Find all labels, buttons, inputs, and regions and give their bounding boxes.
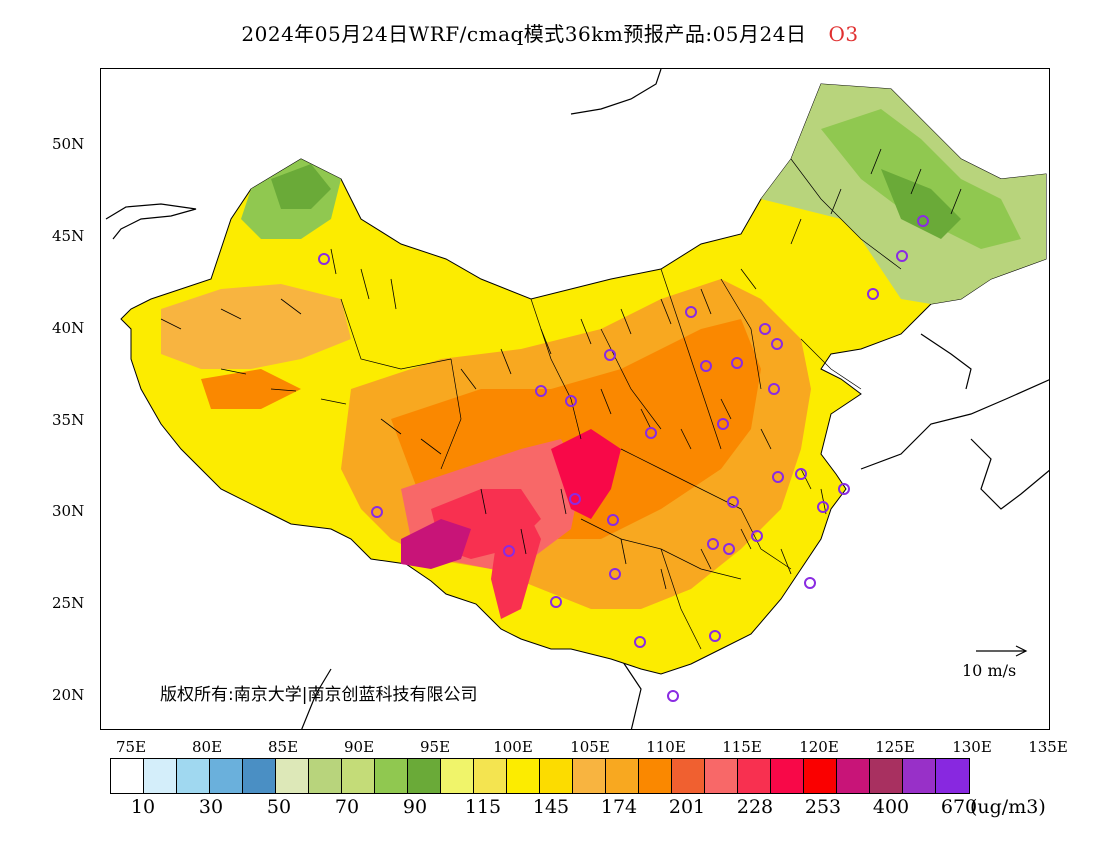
colorbar-label: 174 <box>600 796 638 818</box>
chart-title: 2024年05月24日WRF/cmaq模式36km预报产品:05月24日 O3 <box>0 18 1100 47</box>
title-main: 2024年05月24日WRF/cmaq模式36km预报产品:05月24日 <box>241 22 807 46</box>
colorbar-swatch: #90c850 <box>375 759 408 793</box>
colorbar-swatch: #fcdc00 <box>540 759 573 793</box>
lon-label-125e: 125E <box>875 738 915 756</box>
colorbar-swatch: #fa0000 <box>804 759 837 793</box>
colorbar-swatch: #a0d8f0 <box>177 759 210 793</box>
colorbar-label: 253 <box>804 796 842 818</box>
lon-label-120e: 120E <box>799 738 839 756</box>
colorbar-swatch: #8828e0 <box>936 759 969 793</box>
lon-label-100e: 100E <box>493 738 533 756</box>
title-species: O3 <box>828 22 859 46</box>
map-canvas <box>105 69 1049 729</box>
colorbar-label: 400 <box>872 796 910 818</box>
lon-label-130e: 130E <box>952 738 992 756</box>
colorbar-label: 10 <box>130 796 156 818</box>
lat-label-45n: 45N <box>52 227 85 245</box>
colorbar-label: 145 <box>532 796 570 818</box>
colorbar-label: 201 <box>668 796 706 818</box>
colorbar-swatch: #c4dc78 <box>342 759 375 793</box>
province-boundaries <box>340 158 902 650</box>
colorbar-swatch: #fcec00 <box>507 759 540 793</box>
colorbar-swatch: #f06030 <box>672 759 705 793</box>
colorbar-label: 50 <box>266 796 292 818</box>
colorbar-swatch: #a83060 <box>870 759 903 793</box>
colorbar-label: 30 <box>198 796 224 818</box>
lon-label-85e: 85E <box>267 738 299 756</box>
colorbar-swatch: #f80848 <box>771 759 804 793</box>
colorbar-label: 70 <box>334 796 360 818</box>
colorbar-swatch: #d4eefa <box>144 759 177 793</box>
map-plot-area <box>100 68 1050 730</box>
city-markers <box>318 215 929 702</box>
colorbar-swatch: #f4e450 <box>474 759 507 793</box>
lon-label-105e: 105E <box>570 738 610 756</box>
colorbar-swatch: #b8d47c <box>309 759 342 793</box>
colorbar-label: 90 <box>402 796 428 818</box>
colorbar-swatch: #f8a820 <box>606 759 639 793</box>
china-o3-shading <box>120 83 1047 675</box>
lat-label-35n: 35N <box>52 411 85 429</box>
colorbar-swatch: #dde8b8 <box>276 759 309 793</box>
colorbar-swatch: #9830c8 <box>903 759 936 793</box>
units-label: (ug/m3) <box>970 796 1046 818</box>
wind-vectors <box>160 148 962 590</box>
lat-label-40n: 40N <box>52 319 85 337</box>
lat-label-50n: 50N <box>52 135 85 153</box>
lat-label-20n: 20N <box>52 686 85 704</box>
wind-scale-arrow <box>976 645 1028 657</box>
colorbar-swatch: #f83050 <box>738 759 771 793</box>
colorbar-label: 228 <box>736 796 774 818</box>
colorbar-swatch: #f0f46a <box>441 759 474 793</box>
colorbar-swatch: #6aaa38 <box>408 759 441 793</box>
colorbar-swatch: #4a8fc4 <box>243 759 276 793</box>
lat-label-25n: 25N <box>52 594 85 612</box>
lon-label-115e: 115E <box>722 738 762 756</box>
colorbar-swatch: #f86868 <box>705 759 738 793</box>
copyright-text: 版权所有:南京大学|南京创蓝科技有限公司 <box>160 685 478 705</box>
colorbar-swatch: #fa8800 <box>639 759 672 793</box>
colorbar-swatch: #c81478 <box>837 759 870 793</box>
lon-label-95e: 95E <box>419 738 451 756</box>
wind-scale-label: 10 m/s <box>962 661 1017 680</box>
colorbar-swatch: #ffffff <box>111 759 144 793</box>
lon-label-135e: 135E <box>1028 738 1068 756</box>
colorbar-label: 115 <box>464 796 502 818</box>
lon-label-80e: 80E <box>191 738 223 756</box>
lon-label-110e: 110E <box>646 738 686 756</box>
colorbar-swatch: #f8b440 <box>573 759 606 793</box>
lon-label-75e: 75E <box>115 738 147 756</box>
colorbar: #ffffff#d4eefa#a0d8f0#6ab0dc#4a8fc4#dde8… <box>110 758 970 794</box>
lon-label-90e: 90E <box>343 738 375 756</box>
lat-label-30n: 30N <box>52 502 85 520</box>
colorbar-swatch: #6ab0dc <box>210 759 243 793</box>
colorbar-label: 670 <box>940 796 978 818</box>
